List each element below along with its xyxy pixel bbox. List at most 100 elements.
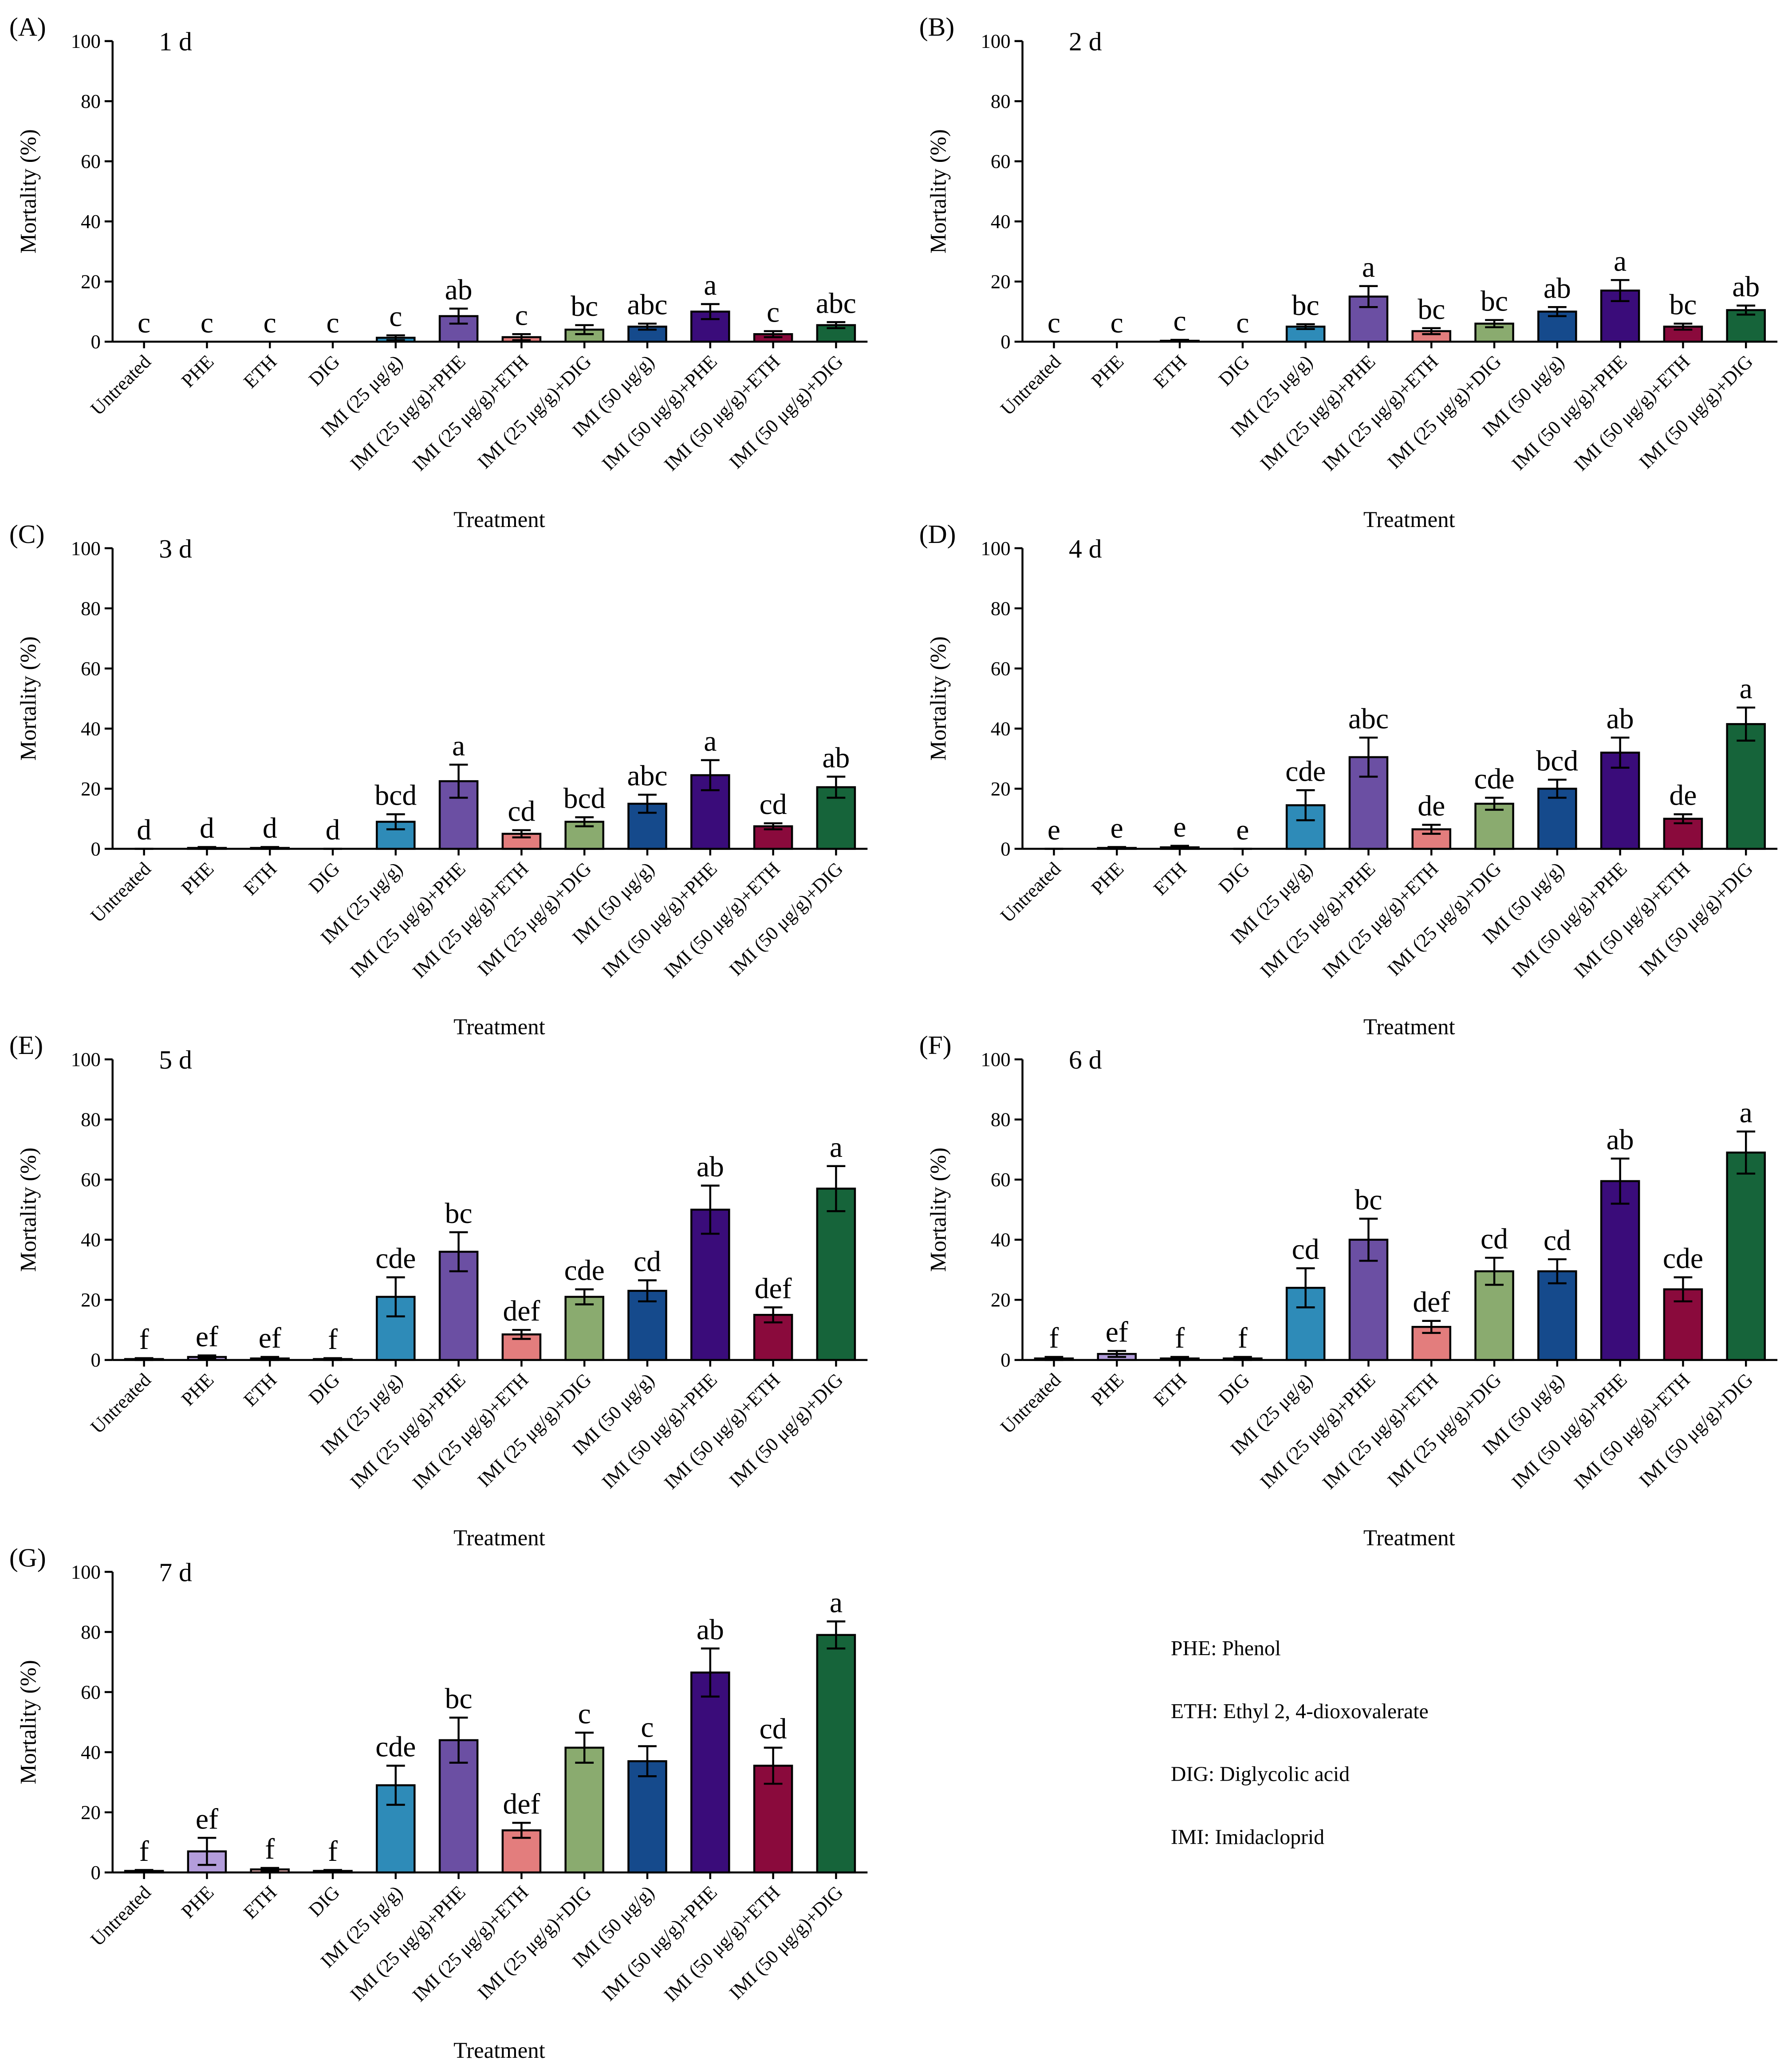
significance-letter: abc	[627, 760, 667, 792]
significance-letter: bc	[1292, 289, 1319, 322]
error-bar	[575, 1288, 594, 1305]
legend-note: DIG: Diglycolic acid	[1171, 1762, 1350, 1786]
error-bar	[638, 322, 657, 331]
significance-letter: f	[1238, 1322, 1248, 1354]
x-tick-label: IMI (50 μg/g)+PHE	[598, 351, 721, 474]
significance-letter: d	[263, 812, 277, 845]
x-tick-label: PHE	[1087, 858, 1128, 899]
significance-letter: ef	[196, 1321, 218, 1353]
panel-title: 1 d	[159, 27, 192, 56]
y-tick-label: 60	[81, 150, 101, 173]
error-bar	[827, 775, 846, 799]
significance-letter: cd	[634, 1245, 661, 1278]
bar	[1726, 1152, 1766, 1361]
y-axis-label: Mortality (%)	[926, 129, 950, 253]
error-bar	[1674, 813, 1693, 825]
panel: (G) 7 d Mortality (%) Treatment 0 20 40 60 80 100…	[9, 1543, 868, 2063]
x-tick-label: IMI (25 μg/g)+ETH	[1318, 1369, 1442, 1494]
y-tick-label: 20	[81, 271, 101, 293]
error-bar	[701, 759, 720, 791]
x-tick-label: IMI (50 μg/g)+DIG	[725, 1369, 847, 1491]
panel-title: 6 d	[1069, 1045, 1102, 1074]
x-tick-label: IMI (25 μg/g)+DIG	[473, 1882, 595, 2004]
significance-letter: c	[264, 307, 276, 339]
error-bar	[1296, 323, 1315, 330]
x-tick-label: DIG	[1215, 351, 1254, 390]
significance-letter: a	[830, 1131, 843, 1164]
x-tick-label: IMI (25 μg/g)+ETH	[1318, 351, 1442, 475]
panel-title: 2 d	[1069, 27, 1102, 56]
x-tick-label: PHE	[177, 858, 218, 899]
x-tick-label: IMI (25 μg/g)+PHE	[1256, 858, 1379, 981]
x-tick-label: IMI (50 μg/g)+PHE	[598, 1882, 721, 2005]
y-tick-label: 80	[991, 597, 1011, 619]
x-tick-label: Untreated	[996, 351, 1065, 420]
y-tick-label: 100	[981, 537, 1011, 559]
significance-letter: abc	[1348, 703, 1389, 735]
significance-letter: de	[1418, 790, 1445, 822]
significance-letter: ab	[445, 274, 473, 306]
panel: (B) 2 d Mortality (%) Treatment 0 20 40 60 80 100…	[919, 12, 1778, 532]
y-tick-label: 0	[1000, 1349, 1010, 1371]
bar	[564, 1296, 604, 1361]
significance-letter: c	[578, 1698, 591, 1730]
bar	[1600, 1180, 1640, 1361]
significance-letter: d	[326, 814, 340, 846]
y-axis-label: Mortality (%)	[926, 637, 950, 761]
significance-letter: bcd	[563, 782, 606, 814]
x-tick-label: IMI (25 μg/g)+PHE	[346, 858, 469, 981]
error-bar	[638, 1279, 657, 1302]
significance-letter: ab	[1732, 271, 1760, 303]
significance-letter: a	[1362, 251, 1375, 283]
error-bar	[260, 1867, 280, 1872]
legend-note: IMI: Imidacloprid	[1171, 1825, 1324, 1849]
y-axis-label: Mortality (%)	[926, 1148, 950, 1272]
panel-label: (B)	[919, 12, 955, 42]
panel-label: (C)	[9, 519, 45, 549]
error-bar	[323, 1869, 342, 1873]
significance-letter: e	[1173, 811, 1186, 843]
panel: (D) 4 d Mortality (%) Treatment 0 20 40 60 80 100…	[919, 519, 1778, 1039]
significance-letter: cd	[1292, 1233, 1319, 1266]
y-tick-label: 80	[81, 90, 101, 112]
panel-title: 4 d	[1069, 534, 1102, 563]
error-bar	[449, 763, 468, 799]
y-tick-label: 100	[71, 537, 101, 559]
x-tick-label: IMI (25 μg/g)+ETH	[408, 1369, 532, 1494]
significance-letter: bc	[1418, 293, 1445, 326]
error-bar	[827, 1165, 846, 1212]
x-axis-label: Treatment	[453, 507, 545, 532]
error-bar	[764, 1746, 783, 1785]
bar	[564, 1746, 604, 1874]
significance-letter: f	[328, 1835, 338, 1868]
bar	[1474, 1270, 1514, 1361]
bar	[690, 1671, 730, 1874]
y-tick-label: 100	[71, 30, 101, 52]
error-bar	[386, 334, 405, 342]
x-tick-label: IMI (50 μg/g)+DIG	[725, 1882, 847, 2004]
bar	[816, 1634, 856, 1874]
error-bar	[638, 1745, 657, 1777]
error-bar	[764, 330, 783, 338]
x-tick-label: IMI (50 μg/g)+DIG	[1635, 1369, 1757, 1491]
x-tick-label: IMI (25 μg/g)+PHE	[346, 1369, 469, 1493]
significance-letter: bc	[1355, 1183, 1382, 1216]
x-tick-label: IMI (50 μg/g)+PHE	[1508, 858, 1631, 981]
x-tick-label: ETH	[240, 1369, 281, 1411]
y-tick-label: 100	[981, 30, 1011, 52]
x-tick-label: DIG	[305, 1882, 344, 1921]
error-bar	[1485, 797, 1504, 811]
error-bar	[1548, 306, 1567, 317]
error-bar	[449, 307, 468, 325]
x-tick-label: IMI (50 μg/g)+ETH	[1570, 351, 1694, 475]
y-tick-label: 0	[91, 330, 100, 353]
significance-letter: def	[1413, 1286, 1450, 1318]
error-bar	[764, 822, 783, 830]
panel: (C) 3 d Mortality (%) Treatment 0 20 40 60 80 100…	[9, 519, 868, 1039]
x-tick-label: IMI (50 μg/g)+DIG	[1635, 858, 1757, 980]
error-bar	[701, 1184, 720, 1235]
error-bar	[1611, 279, 1630, 302]
x-tick-label: IMI (25 μg/g)+ETH	[408, 858, 532, 982]
y-tick-label: 80	[991, 1109, 1011, 1131]
y-tick-label: 40	[81, 1741, 101, 1763]
